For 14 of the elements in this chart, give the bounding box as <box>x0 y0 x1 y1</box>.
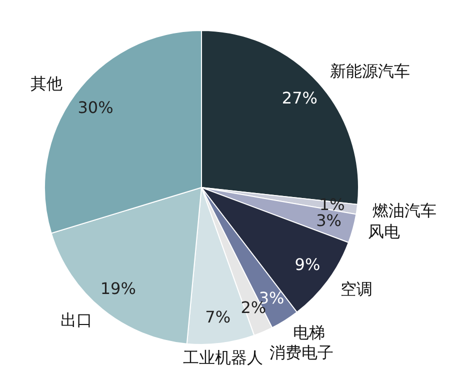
slice-label: 消费电子 <box>269 342 334 362</box>
slice-label: 出口 <box>60 310 92 330</box>
slice-label: 燃油汽车 <box>372 200 437 220</box>
slice-label: 新能源汽车 <box>330 61 410 80</box>
slice-label: 电梯 <box>293 322 326 342</box>
data-label: 7% <box>205 308 231 327</box>
slice-label: 空调 <box>340 279 372 298</box>
data-label: 27% <box>282 88 318 108</box>
data-label: 30% <box>78 98 114 118</box>
data-label: 19% <box>100 278 136 298</box>
slice-label: 风电 <box>368 222 400 241</box>
data-label: 9% <box>294 255 320 274</box>
slice-label: 其他 <box>30 74 63 93</box>
slice-label: 工业机器人 <box>182 348 263 368</box>
